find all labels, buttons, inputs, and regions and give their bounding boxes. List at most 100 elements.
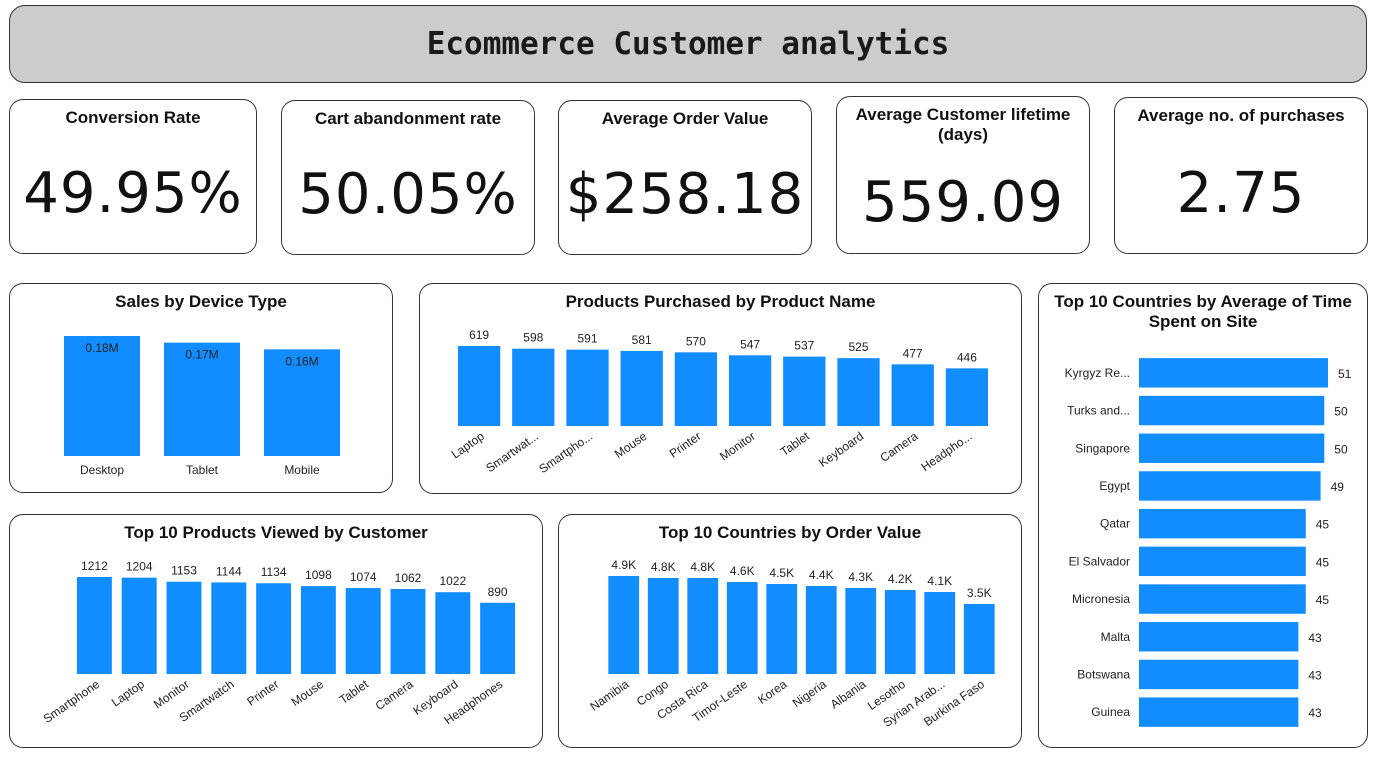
x-tick-label: Smartwat... (483, 429, 541, 475)
bar (885, 590, 916, 674)
kpi-title: Cart abandonment rate (282, 109, 534, 129)
data-label: 1204 (126, 560, 153, 574)
data-label: 1134 (261, 565, 287, 579)
bar (301, 586, 336, 674)
data-label: 890 (488, 585, 508, 599)
chart-card-products-purchased[interactable]: Products Purchased by Product Name 619 La… (419, 283, 1022, 494)
x-tick-label: Tablet (186, 463, 219, 477)
bar (458, 346, 500, 426)
x-tick-label: Printer (244, 677, 281, 709)
bar (964, 604, 995, 674)
data-label: 4.5K (769, 566, 794, 580)
kpi-value: 559.09 (837, 173, 1089, 233)
bar (1139, 622, 1298, 651)
kpi-card-customer-lifetime[interactable]: Average Customer lifetime (days) 559.09 (836, 96, 1090, 254)
bar (480, 603, 515, 674)
kpi-title: Average Order Value (559, 109, 811, 129)
bar (346, 588, 381, 674)
bar (837, 358, 879, 426)
data-label: 51 (1338, 367, 1352, 381)
data-label: 581 (632, 333, 652, 347)
data-label: 50 (1334, 405, 1348, 419)
data-label: 1212 (81, 559, 108, 573)
bar (648, 578, 679, 674)
data-label: 1144 (216, 564, 242, 578)
bar (892, 364, 934, 426)
data-label: 49 (1331, 480, 1345, 494)
x-tick-label: Smartpho... (536, 429, 595, 476)
chart-card-device-sales[interactable]: Sales by Device Type 0.18M Desktop 0.17M Ta… (9, 283, 393, 493)
x-tick-label: Smartphone (41, 677, 103, 726)
bar (608, 576, 639, 674)
products-purchased-chart: 619 Laptop 598 Smartwat... 591 Smartpho... 581… (420, 284, 1023, 495)
x-tick-label: Laptop (109, 677, 147, 710)
bar (621, 351, 663, 426)
data-label: 45 (1316, 593, 1330, 607)
data-label: 4.6K (730, 564, 755, 578)
bar (946, 368, 988, 426)
x-tick-label: Korea (755, 677, 790, 707)
x-tick-label: Mouse (289, 677, 327, 709)
data-label: 43 (1308, 631, 1322, 645)
chart-card-time-on-site[interactable]: Top 10 Countries by Average of Time Spen… (1038, 283, 1368, 748)
y-tick-label: Singapore (1075, 441, 1130, 455)
bar (122, 578, 157, 674)
x-tick-label: Namibia (587, 677, 631, 714)
kpi-card-average-order-value[interactable]: Average Order Value $258.18 (558, 100, 812, 255)
y-tick-label: Egypt (1099, 479, 1130, 493)
bar (729, 355, 771, 426)
bar (924, 592, 955, 674)
data-label: 0.17M (185, 348, 218, 362)
x-tick-label: Laptop (449, 429, 487, 462)
bar (1139, 509, 1306, 538)
data-label: 598 (523, 331, 543, 345)
data-label: 537 (794, 339, 814, 353)
data-label: 4.3K (848, 570, 873, 584)
bar (1139, 697, 1298, 726)
kpi-card-cart-abandonment[interactable]: Cart abandonment rate 50.05% (281, 100, 535, 255)
kpi-value: 49.95% (10, 164, 256, 224)
data-label: 4.8K (690, 560, 715, 574)
chart-card-products-viewed[interactable]: Top 10 Products Viewed by Customer 1212 S… (9, 514, 543, 748)
kpi-value: 50.05% (282, 165, 534, 225)
bar (77, 577, 112, 674)
chart-card-country-order-value[interactable]: Top 10 Countries by Order Value 4.9K Nami… (558, 514, 1022, 748)
bar (675, 352, 717, 426)
data-label: 4.8K (651, 560, 676, 574)
bar (845, 588, 876, 674)
y-tick-label: Botswana (1077, 667, 1130, 681)
time-on-site-chart: Kyrgyz Re... 51Turks and... 50Singapore 50E… (1039, 284, 1369, 749)
data-label: 1074 (350, 570, 377, 584)
data-label: 547 (740, 337, 760, 351)
bar (1139, 660, 1298, 689)
data-label: 1153 (171, 564, 197, 578)
data-label: 1098 (305, 568, 332, 582)
x-tick-label: Headpho... (918, 429, 974, 474)
x-tick-label: Mobile (284, 463, 320, 477)
y-tick-label: Micronesia (1072, 592, 1130, 606)
data-label: 619 (469, 328, 489, 342)
products-viewed-chart: 1212Smartphone1204Laptop1153Monitor1144S… (10, 515, 544, 749)
data-label: 1022 (439, 574, 466, 588)
x-tick-label: Albania (828, 677, 869, 712)
bar (435, 592, 470, 674)
data-label: 45 (1316, 518, 1330, 532)
kpi-card-conversion-rate[interactable]: Conversion Rate 49.95% (9, 99, 257, 254)
data-label: 525 (848, 340, 868, 354)
x-tick-label: Camera (373, 677, 416, 713)
kpi-card-average-purchases[interactable]: Average no. of purchases 2.75 (1114, 97, 1368, 254)
kpi-value: 2.75 (1115, 164, 1367, 224)
data-label: 0.16M (285, 354, 318, 368)
kpi-value: $258.18 (559, 165, 811, 225)
bar (1139, 434, 1324, 463)
device-sales-chart: 0.18MDesktop0.17MTablet0.16MMobile (10, 284, 394, 494)
bar (687, 578, 718, 674)
x-tick-label: Camera (877, 429, 920, 465)
x-tick-label: Tablet (778, 429, 813, 459)
data-label: 4.1K (927, 574, 952, 588)
y-tick-label: Kyrgyz Re... (1065, 366, 1130, 380)
kpi-title: Average Customer lifetime (days) (837, 105, 1089, 145)
bar (211, 582, 246, 674)
bar (1139, 547, 1306, 576)
x-tick-label: Printer (667, 429, 704, 461)
